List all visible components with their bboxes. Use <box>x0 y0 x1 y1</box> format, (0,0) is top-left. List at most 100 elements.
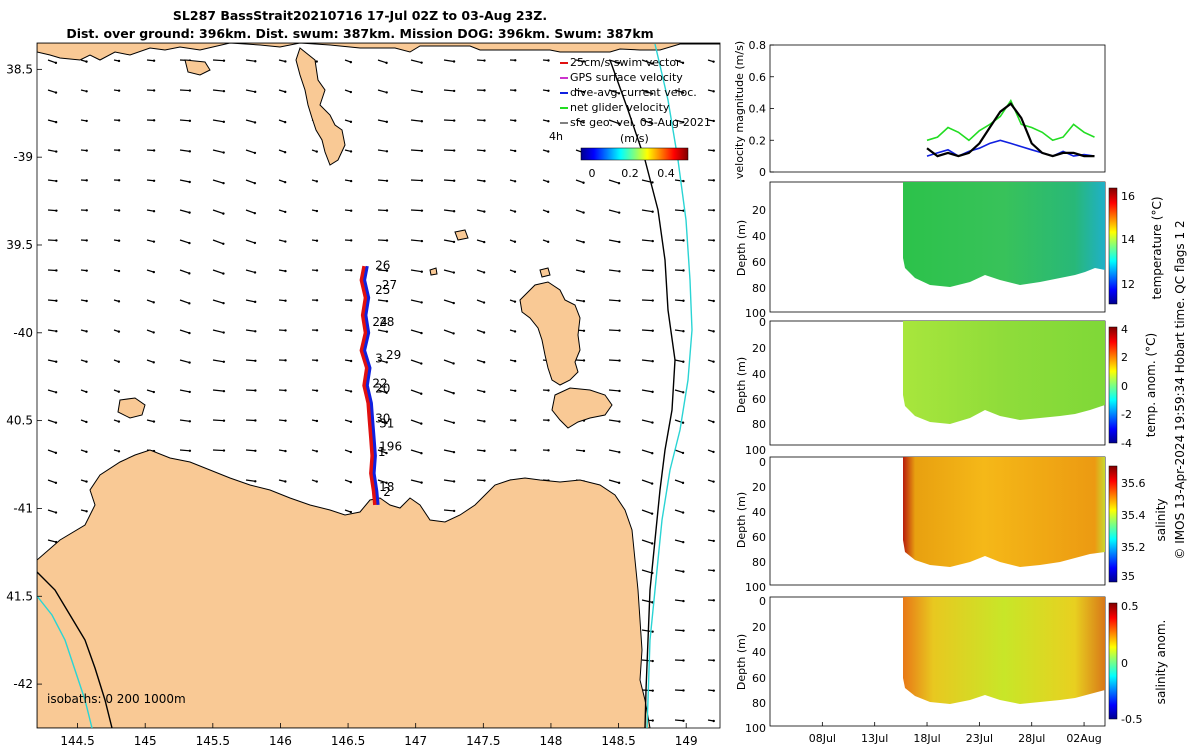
velocity-vector-head <box>222 120 226 124</box>
velocity-vector-head <box>617 481 621 485</box>
anom-cbar-2: 2 <box>1121 351 1128 364</box>
velocity-vector-head <box>712 360 715 363</box>
velocity-vector-head <box>482 301 486 304</box>
track-day-label: 29 <box>386 348 401 362</box>
velocity-vector-head <box>482 361 486 364</box>
velocity-vector <box>47 449 57 454</box>
velocity-vector <box>674 449 684 454</box>
velocity-vector-head <box>315 299 319 302</box>
velocity-vector <box>641 359 653 362</box>
velocity-vector-head <box>254 359 257 362</box>
velocity-vector-head <box>117 119 121 122</box>
land-wilsons-promontory <box>295 47 346 166</box>
velocity-vector-head <box>452 480 456 483</box>
velocity-vector <box>377 419 387 424</box>
velocity-vector-head <box>420 61 423 64</box>
velocity-vector-head <box>712 629 715 632</box>
velocity-vector <box>179 389 190 393</box>
velocity-vector-head <box>712 450 715 454</box>
velocity-vector-head <box>712 539 715 543</box>
velocity-vector-head <box>651 630 654 633</box>
velocity-vector <box>212 269 224 275</box>
velocity-vector <box>608 449 620 453</box>
velocity-vector <box>410 299 422 303</box>
chart-title-line2: Dist. over ground: 396km. Dist. swum: 38… <box>66 26 654 41</box>
velocity-vector-head <box>85 149 88 152</box>
velocity-vector-head <box>617 211 621 214</box>
velocity-vector-head <box>54 451 58 455</box>
salinity-anomaly-panel: Depth (m) 0 20 40 60 80 100 0.5 0 -0.5 s… <box>735 595 1168 745</box>
anom-ylabel: Depth (m) <box>735 357 748 413</box>
velocity-panel: 0 0.2 0.4 0.6 0.8 velocity magnitude (m/s) <box>733 39 1106 179</box>
velocity-vector-head <box>117 300 121 303</box>
velocity-vector-head <box>712 719 715 723</box>
velocity-vector-head <box>682 120 685 124</box>
colorbar-tick-0: 0 <box>589 167 596 180</box>
map-xtick-label: 149 <box>675 734 698 748</box>
velocity-vector-head <box>385 61 388 65</box>
velocity-vector-head <box>254 480 257 483</box>
velocity-vector-head <box>349 329 353 332</box>
map-y-ticks: 38.5 -39 39.5 -40 40.5 -41 41.5 -42 <box>6 62 42 691</box>
land-tasmania <box>37 449 651 728</box>
velocity-vector <box>245 299 256 303</box>
velocity-vector-head <box>222 89 226 93</box>
velocity-vector <box>575 269 584 273</box>
track-day-label: 20 <box>375 382 390 396</box>
velocity-vector <box>608 419 620 423</box>
land-hunter-island <box>117 397 146 419</box>
velocity-vector-head <box>385 91 388 94</box>
land-victoria <box>37 43 720 61</box>
velocity-vector-head <box>682 239 685 242</box>
velocity-vector <box>674 479 684 484</box>
velocity-vector-head <box>712 689 715 692</box>
velocity-vector-head <box>54 61 58 65</box>
velocity-vector-head <box>222 272 225 275</box>
map-ytick-label: -40 <box>13 326 33 340</box>
velocity-vector <box>377 59 387 64</box>
velocity-vector <box>179 449 190 452</box>
velocity-vector-head <box>420 422 423 425</box>
velocity-vector <box>674 599 684 602</box>
map-xtick-label: 146.5 <box>331 734 365 748</box>
velocity-vector-head <box>483 149 486 152</box>
velocity-vector-head <box>315 150 318 153</box>
velocity-vector <box>377 329 387 333</box>
velocity-vector-head <box>284 329 287 332</box>
velocity-vector-head <box>315 419 319 423</box>
velocity-vector <box>377 449 387 454</box>
velocity-vector-head <box>253 121 257 124</box>
velocity-vector <box>410 359 422 365</box>
velocity-vector-head <box>315 269 319 272</box>
velocity-vector <box>410 149 422 152</box>
velocity-vector-head <box>682 540 685 544</box>
velocity-vector-head <box>582 90 585 94</box>
velocity-vector-head <box>117 450 121 453</box>
velocity-vector-head <box>85 390 88 394</box>
velocity-vector-head <box>253 181 257 185</box>
temp-anomaly-panel: Depth (m) 0 20 40 60 80 100 4 2 0 -2 -4 … <box>735 316 1158 457</box>
velocity-vector <box>476 209 485 213</box>
velocity-vector <box>641 419 653 424</box>
velocity-vector-head <box>284 60 287 63</box>
velocity-vector-head <box>514 59 517 62</box>
track-day-label: 27 <box>382 278 397 292</box>
velocity-vector-head <box>284 269 287 273</box>
land-flinders-island <box>519 281 581 386</box>
velocity-vector-head <box>651 689 654 692</box>
velocity-vector <box>608 179 620 184</box>
velocity-vector <box>212 329 224 334</box>
time-xtick-label: 28Jul <box>1018 732 1045 745</box>
velocity-vector-head <box>254 389 257 392</box>
velocity-vector-head <box>452 119 456 122</box>
velocity-vector-head <box>152 270 155 274</box>
velocity-vector-head <box>284 480 287 483</box>
map-xtick-label: 148.5 <box>601 734 635 748</box>
velocity-vector-head <box>284 240 287 243</box>
velocity-vector-head <box>483 390 486 394</box>
velocity-vector-head <box>420 90 423 94</box>
salanom-ytick-40: 40 <box>752 646 766 659</box>
map-xtick-label: 148 <box>539 734 562 748</box>
legend-swim-vector: 25cm/s swim vector <box>570 56 681 69</box>
velocity-vector <box>47 539 57 543</box>
